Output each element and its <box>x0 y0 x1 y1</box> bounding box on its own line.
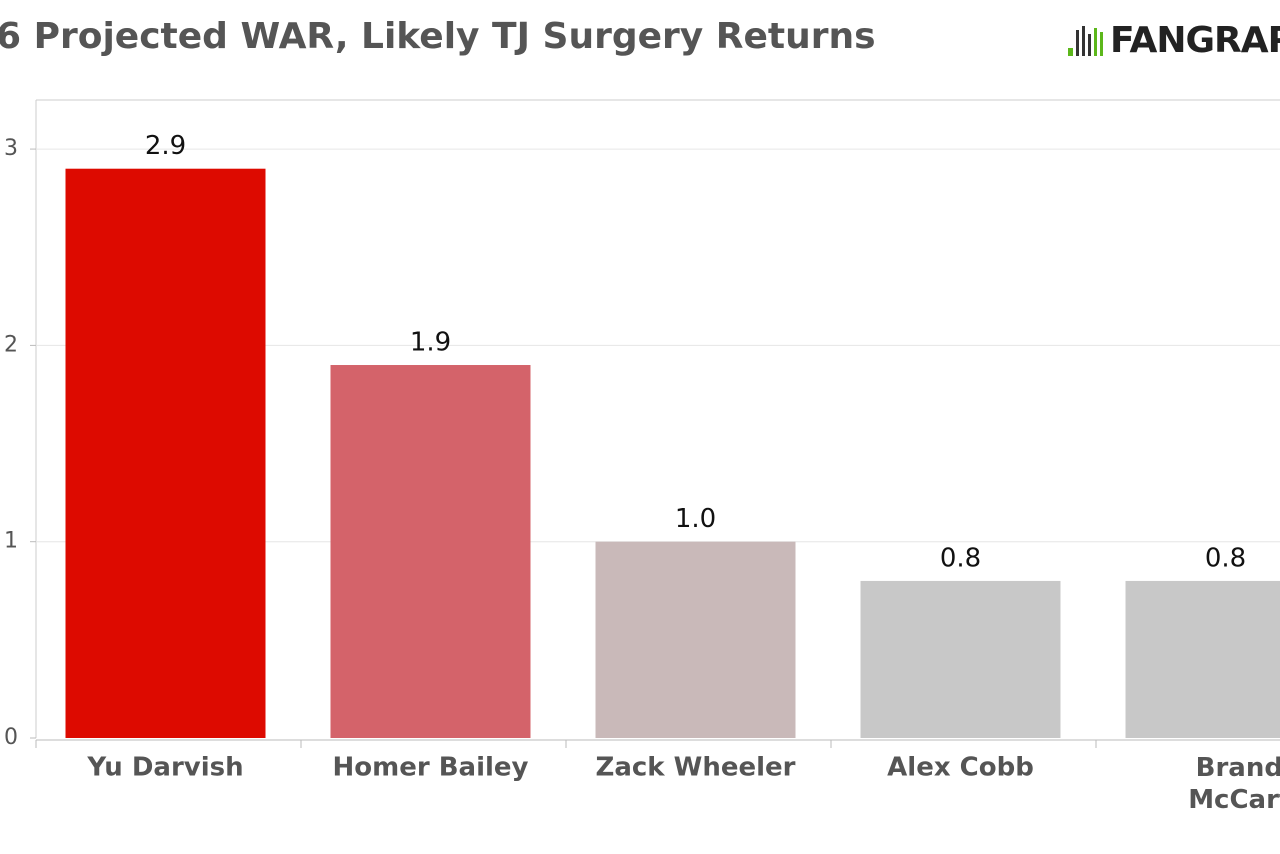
value-label: 1.0 <box>675 504 716 534</box>
y-tick-label: 2 <box>4 332 18 357</box>
y-tick-label: 1 <box>4 529 18 554</box>
x-tick-label: Zack Wheeler <box>596 753 796 783</box>
x-tick-label: Alex Cobb <box>887 753 1034 783</box>
logo-mark <box>1094 28 1097 56</box>
bar <box>1125 580 1280 738</box>
y-tick-label: 0 <box>4 725 18 750</box>
logo: FANGRAPHS <box>1068 20 1280 61</box>
value-label: 0.8 <box>1205 543 1246 573</box>
value-label: 0.8 <box>940 543 981 573</box>
value-label: 1.9 <box>410 328 451 358</box>
logo-mark <box>1068 48 1073 56</box>
logo-mark <box>1088 34 1091 56</box>
logo-text: FANGRAPHS <box>1110 20 1280 61</box>
bar <box>860 580 1061 738</box>
value-label: 2.9 <box>145 131 186 161</box>
x-tick-label: Homer Bailey <box>333 753 529 783</box>
y-tick-label: 3 <box>4 136 18 161</box>
x-tick-label: BrandonMcCarthy <box>1188 753 1280 815</box>
bar <box>330 365 531 738</box>
logo-mark <box>1082 26 1085 56</box>
x-tick-label: Yu Darvish <box>86 753 243 783</box>
bar <box>595 541 796 738</box>
logo-mark <box>1076 30 1079 56</box>
logo-mark <box>1100 32 1103 56</box>
chart-title: 6 Projected WAR, Likely TJ Surgery Retur… <box>0 16 876 57</box>
bar <box>65 168 266 738</box>
